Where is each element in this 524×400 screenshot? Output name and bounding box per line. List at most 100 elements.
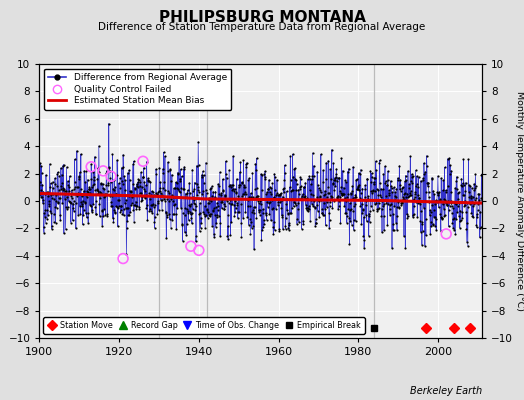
Point (274, 202, 282, 208)
Point (378, 229, 386, 236)
Point (200, 203, 209, 209)
Point (445, 171, 454, 177)
Point (379, 203, 387, 210)
Point (132, 198, 140, 205)
Point (157, 192, 166, 199)
Point (475, 196, 484, 203)
Point (180, 212, 189, 218)
Point (300, 184, 309, 190)
Point (90, 180, 99, 187)
Point (382, 200, 390, 206)
Point (136, 190, 145, 196)
Point (363, 176, 372, 182)
Point (290, 199, 298, 205)
Point (381, 163, 389, 169)
Point (389, 211, 397, 218)
Point (294, 186, 302, 193)
Point (214, 207, 222, 213)
Point (280, 177, 289, 184)
Point (51, 181, 59, 187)
Point (477, 171, 486, 178)
Point (246, 190, 255, 196)
Point (226, 201, 235, 207)
Point (307, 197, 315, 204)
Point (211, 188, 220, 195)
Point (316, 189, 325, 196)
Point (425, 207, 434, 213)
Point (60, 188, 69, 194)
Point (326, 198, 335, 205)
Point (127, 194, 136, 200)
Point (162, 214, 171, 220)
Point (79, 212, 88, 218)
Point (116, 202, 125, 209)
Point (474, 206, 482, 213)
Point (124, 170, 132, 176)
Point (99, 168, 107, 174)
Point (291, 176, 299, 182)
Point (341, 210, 350, 217)
Point (263, 189, 271, 195)
Point (73, 184, 82, 190)
Point (125, 193, 133, 200)
Point (434, 190, 442, 196)
Point (283, 207, 291, 214)
Point (56, 212, 64, 218)
Point (428, 221, 436, 227)
Point (395, 162, 403, 169)
Point (377, 194, 385, 200)
Point (474, 190, 483, 197)
Point (243, 160, 251, 166)
Point (307, 181, 315, 187)
Point (308, 172, 316, 179)
Point (178, 238, 187, 244)
Point (134, 176, 143, 182)
Point (324, 190, 333, 196)
Point (230, 202, 238, 208)
Point (47, 192, 56, 198)
Point (425, 198, 433, 205)
Point (254, 192, 262, 199)
Point (458, 209, 467, 215)
Point (278, 197, 286, 203)
Point (65, 188, 73, 194)
Point (206, 210, 214, 217)
Point (450, 199, 458, 205)
Point (167, 225, 175, 231)
Point (265, 211, 274, 217)
Point (250, 204, 259, 210)
Point (187, 243, 195, 250)
Point (460, 182, 468, 188)
Point (116, 184, 124, 191)
Point (267, 191, 275, 198)
Point (423, 183, 432, 190)
Point (107, 202, 116, 209)
Point (233, 200, 241, 206)
Point (56, 195, 64, 202)
Point (423, 179, 431, 186)
Point (346, 190, 355, 196)
Point (116, 175, 124, 181)
Point (151, 214, 159, 220)
Text: Difference of Station Temperature Data from Regional Average: Difference of Station Temperature Data f… (99, 22, 425, 32)
Point (147, 207, 155, 214)
Point (372, 158, 380, 164)
Point (167, 195, 175, 202)
Point (449, 216, 457, 222)
Point (275, 228, 283, 234)
Point (227, 184, 235, 190)
Point (126, 176, 134, 183)
Point (151, 190, 160, 196)
Point (289, 203, 298, 210)
Point (357, 190, 365, 196)
Point (53, 170, 61, 177)
Point (236, 182, 244, 188)
Point (466, 195, 475, 202)
Point (296, 174, 304, 180)
Point (198, 168, 206, 174)
Point (251, 161, 259, 167)
Point (259, 217, 268, 223)
Point (205, 195, 213, 201)
Point (327, 196, 335, 202)
Point (301, 195, 309, 202)
